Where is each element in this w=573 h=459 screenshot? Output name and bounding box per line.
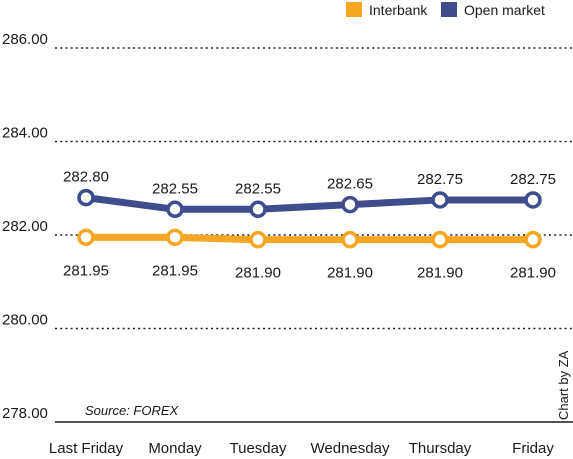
data-label-open-market: 282.75	[510, 171, 556, 188]
legend-label-interbank: Interbank	[369, 2, 428, 18]
source-note: Source: FOREX	[85, 403, 180, 418]
y-axis-tick-labels: 286.00 284.00 282.00 280.00 278.00	[2, 31, 48, 422]
y-tick-label: 286.00	[2, 31, 48, 48]
data-labels: 281.95 281.95 281.90 281.90 281.90 281.90 282.…	[63, 169, 556, 282]
data-point-interbank	[77, 228, 95, 247]
x-tick-label: Thursday	[409, 440, 472, 457]
y-tick-label: 284.00	[2, 125, 48, 142]
legend-label-open-market: Open market	[464, 2, 545, 18]
data-label-interbank: 281.90	[327, 265, 373, 282]
data-label-interbank: 281.95	[63, 262, 109, 279]
data-label-interbank: 281.90	[235, 265, 281, 282]
data-label-open-market: 282.75	[417, 171, 463, 188]
data-point-open-market	[77, 188, 95, 207]
chart-credit: Chart by ZA	[556, 350, 571, 420]
gridlines	[55, 47, 573, 330]
series-line-interbank	[82, 233, 537, 244]
data-point-interbank	[249, 230, 267, 249]
data-point-interbank	[524, 230, 542, 249]
data-label-interbank: 281.90	[510, 265, 556, 282]
data-point-open-market	[341, 195, 359, 214]
data-point-interbank	[166, 228, 184, 247]
x-tick-label: Tuesday	[230, 440, 287, 457]
x-axis-tick-labels: Last Friday Monday Tuesday Wednesday Thursda…	[49, 440, 554, 457]
legend: Interbank Open market	[346, 2, 545, 18]
y-tick-label: 282.00	[2, 218, 48, 235]
data-point-interbank	[341, 230, 359, 249]
data-point-interbank	[431, 230, 449, 249]
data-label-open-market: 282.55	[152, 180, 198, 197]
x-tick-label: Monday	[148, 440, 202, 457]
data-point-open-market	[249, 200, 267, 219]
data-point-open-market	[524, 191, 542, 209]
legend-swatch-open-market	[441, 2, 457, 17]
x-tick-label: Last Friday	[49, 440, 124, 457]
series-line-open-market	[82, 194, 537, 213]
x-tick-label: Friday	[512, 440, 554, 457]
data-label-open-market: 282.80	[63, 169, 109, 186]
y-tick-label: 278.00	[2, 405, 48, 422]
data-label-open-market: 282.65	[327, 176, 373, 193]
x-tick-label: Wednesday	[311, 440, 390, 457]
series-lines	[77, 188, 542, 249]
data-label-interbank: 281.95	[152, 262, 198, 279]
y-tick-label: 280.00	[2, 312, 48, 329]
data-point-open-market	[166, 200, 184, 219]
data-label-interbank: 281.90	[417, 265, 463, 282]
legend-swatch-interbank	[346, 2, 362, 17]
data-point-open-market	[431, 191, 449, 209]
data-label-open-market: 282.55	[235, 180, 281, 197]
